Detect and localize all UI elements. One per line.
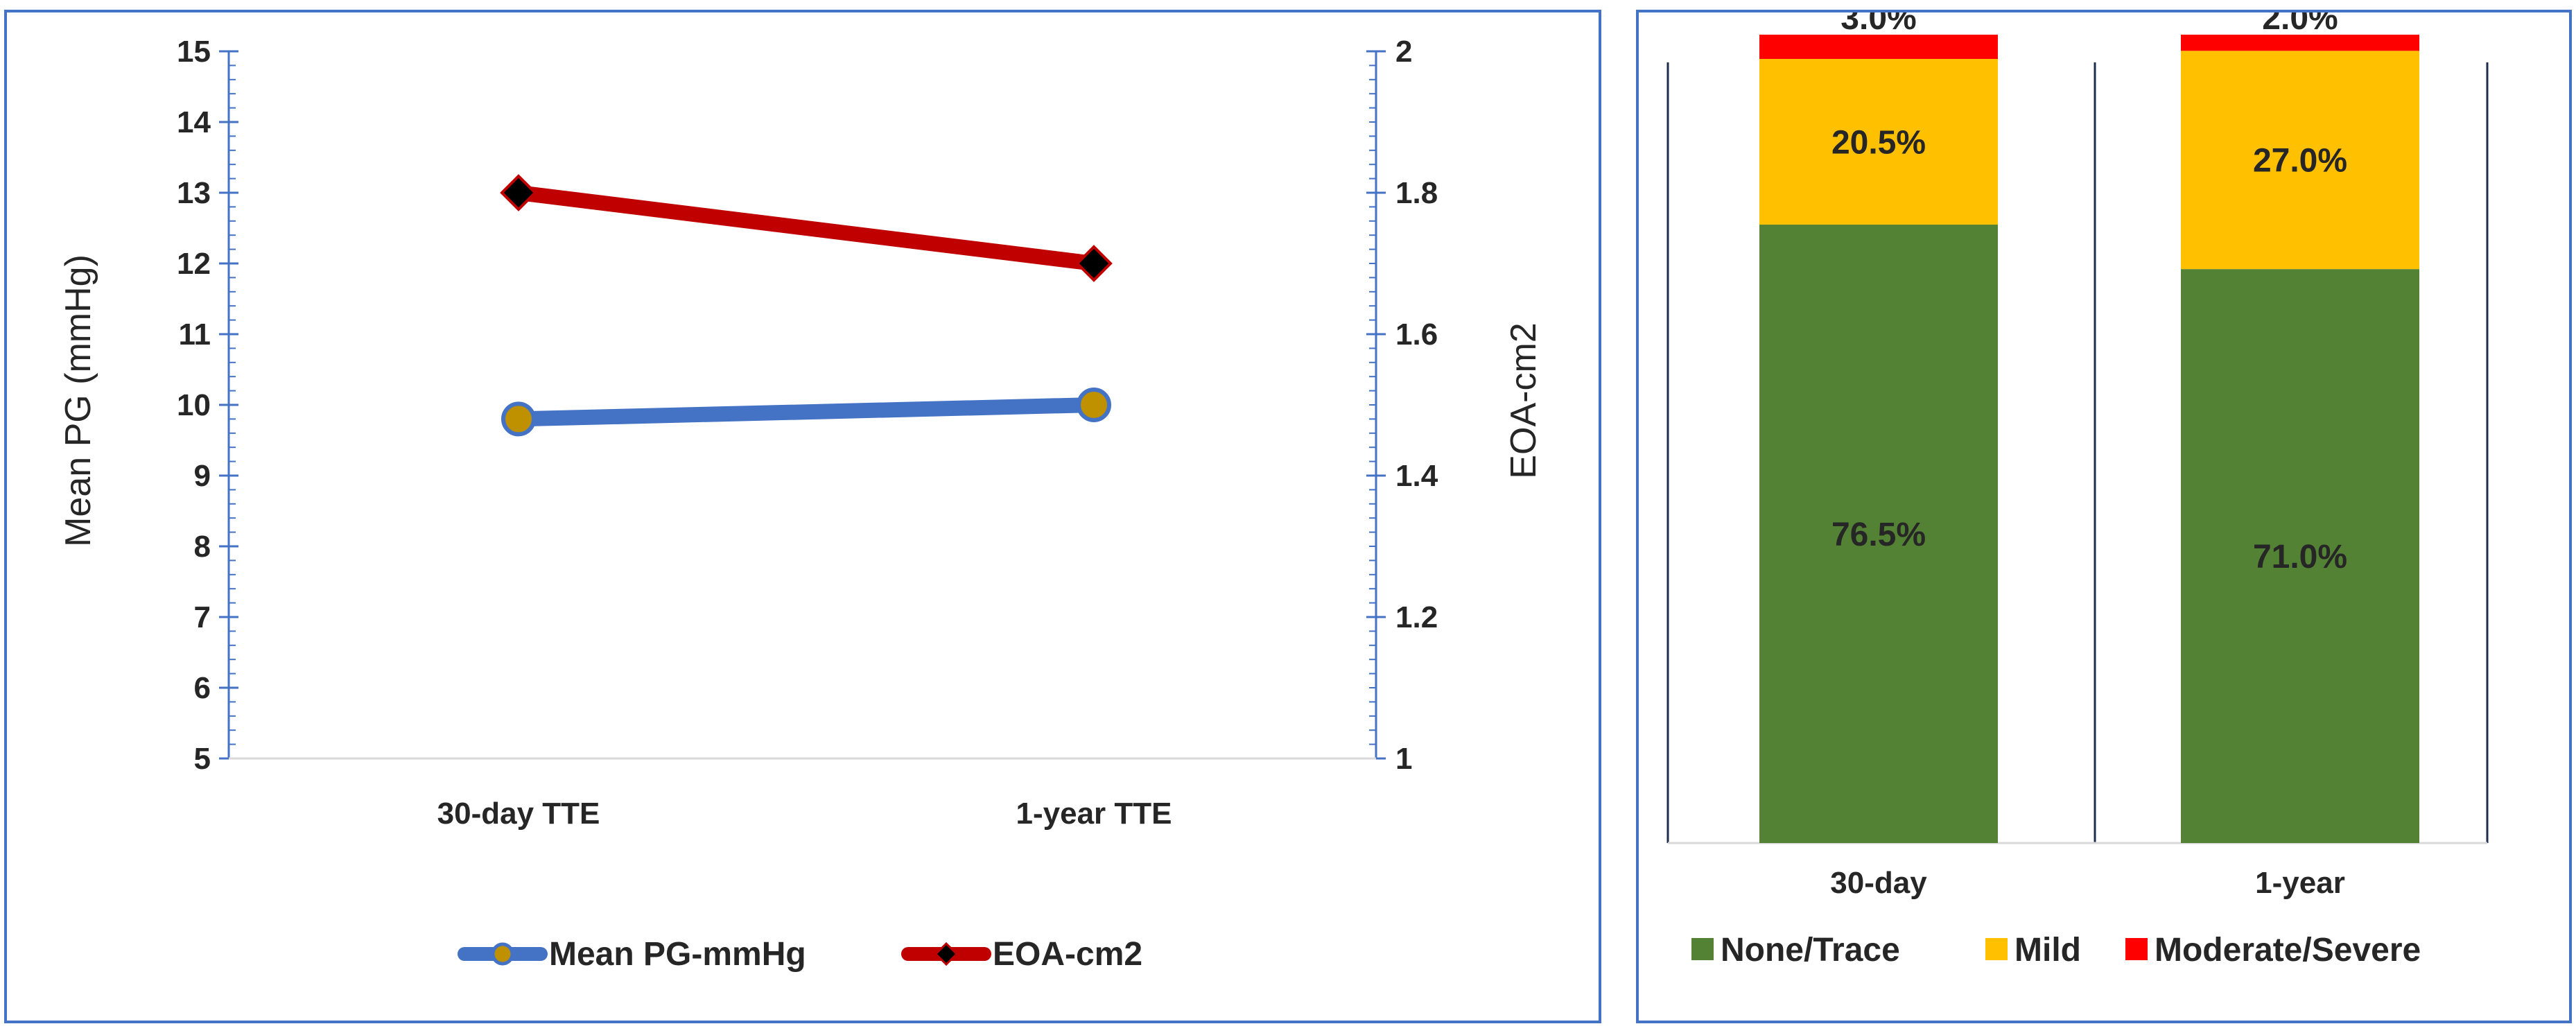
x-tick-label: 1-year TTE	[1016, 797, 1172, 831]
legend: None/Trace Mild Moderate/Severe	[1691, 932, 2421, 969]
left-axis-title: Mean PG (mmHg)	[58, 254, 98, 547]
x-tick-label: 1-year	[2255, 866, 2345, 900]
line-chart-panel: 5 6 7 8 9 10 11 12 13 14 15 1 1.2 1.4 1.6 1.8 2 Mean PG …	[4, 10, 1601, 1023]
right-axis-tick-label: 1	[1395, 742, 1412, 776]
right-axis-tick-label: 2	[1395, 35, 1412, 69]
left-axis-tick-label: 7	[194, 600, 211, 634]
right-axis-tick-label: 1.2	[1395, 600, 1438, 634]
left-axis-tick-label: 5	[194, 742, 211, 776]
bar-data-label: 2.0%	[2262, 12, 2338, 37]
right-axis-tick-label: 1.4	[1395, 459, 1438, 493]
bar-segment	[2181, 269, 2419, 843]
data-point-circle	[501, 401, 536, 437]
bar-segment	[2181, 35, 2419, 51]
legend-label-moderate-severe: Moderate/Severe	[2155, 932, 2421, 969]
bar-data-label: 76.5%	[1831, 516, 1926, 553]
bar-segment	[1759, 58, 1998, 225]
bar-data-label: 20.5%	[1831, 124, 1926, 161]
left-axis-tick-label: 12	[177, 247, 211, 281]
legend-label-none-trace: None/Trace	[1721, 932, 1900, 969]
legend-label-mean-pg: Mean PG-mmHg	[549, 936, 806, 973]
bar-data-label: 27.0%	[2253, 143, 2347, 180]
left-axis-tick-label: 14	[177, 105, 211, 139]
data-point-circle	[1077, 388, 1111, 422]
bar-data-label: 3.0%	[1840, 12, 1916, 37]
line-chart: 5 6 7 8 9 10 11 12 13 14 15 1 1.2 1.4 1.6 1.8 2 Mean PG …	[58, 35, 1544, 973]
legend-swatch-mild	[1985, 938, 2008, 960]
bar-segment	[2181, 51, 2419, 270]
left-axis-tick-label: 10	[177, 388, 211, 422]
bar-data-label: 71.0%	[2253, 539, 2347, 575]
left-axis-tick-label: 11	[178, 318, 211, 351]
series-line-1	[511, 185, 1102, 271]
left-axis-tick-label: 9	[194, 459, 211, 493]
legend-label-mild: Mild	[2014, 932, 2081, 969]
data-point-diamond	[500, 174, 537, 211]
series-line-0	[511, 397, 1102, 427]
x-tick-label: 30-day TTE	[437, 797, 600, 831]
right-axis-tick-label: 1.8	[1395, 176, 1438, 210]
stacked-bar-chart: 76.5% 20.5% 3.0% 71.0% 27.0% 2.0% 30-day 1-ye…	[1666, 12, 2489, 969]
legend-swatch-moderate-severe	[2125, 938, 2148, 960]
bar-segment	[1759, 225, 1998, 843]
left-axis-tick-label: 8	[194, 530, 211, 564]
x-tick-label: 30-day	[1830, 866, 1927, 900]
legend-label-eoa: EOA-cm2	[993, 936, 1142, 973]
left-axis-tick-label: 6	[194, 671, 211, 705]
left-axis-tick-label: 13	[177, 176, 211, 210]
left-axis-tick-label: 15	[177, 35, 211, 69]
legend: Mean PG-mmHg EOA-cm2	[458, 936, 1142, 973]
stacked-bar-chart-panel: 76.5% 20.5% 3.0% 71.0% 27.0% 2.0% 30-day 1-ye…	[1636, 10, 2572, 1023]
legend-marker-circle	[491, 942, 514, 966]
right-axis-title: EOA-cm2	[1504, 322, 1544, 478]
bar-segment	[1759, 35, 1998, 59]
right-axis-tick-label: 1.6	[1395, 318, 1438, 351]
legend-swatch-none-trace	[1691, 938, 1714, 960]
legend-marker-diamond	[934, 941, 959, 966]
data-point-diamond	[1075, 245, 1113, 282]
